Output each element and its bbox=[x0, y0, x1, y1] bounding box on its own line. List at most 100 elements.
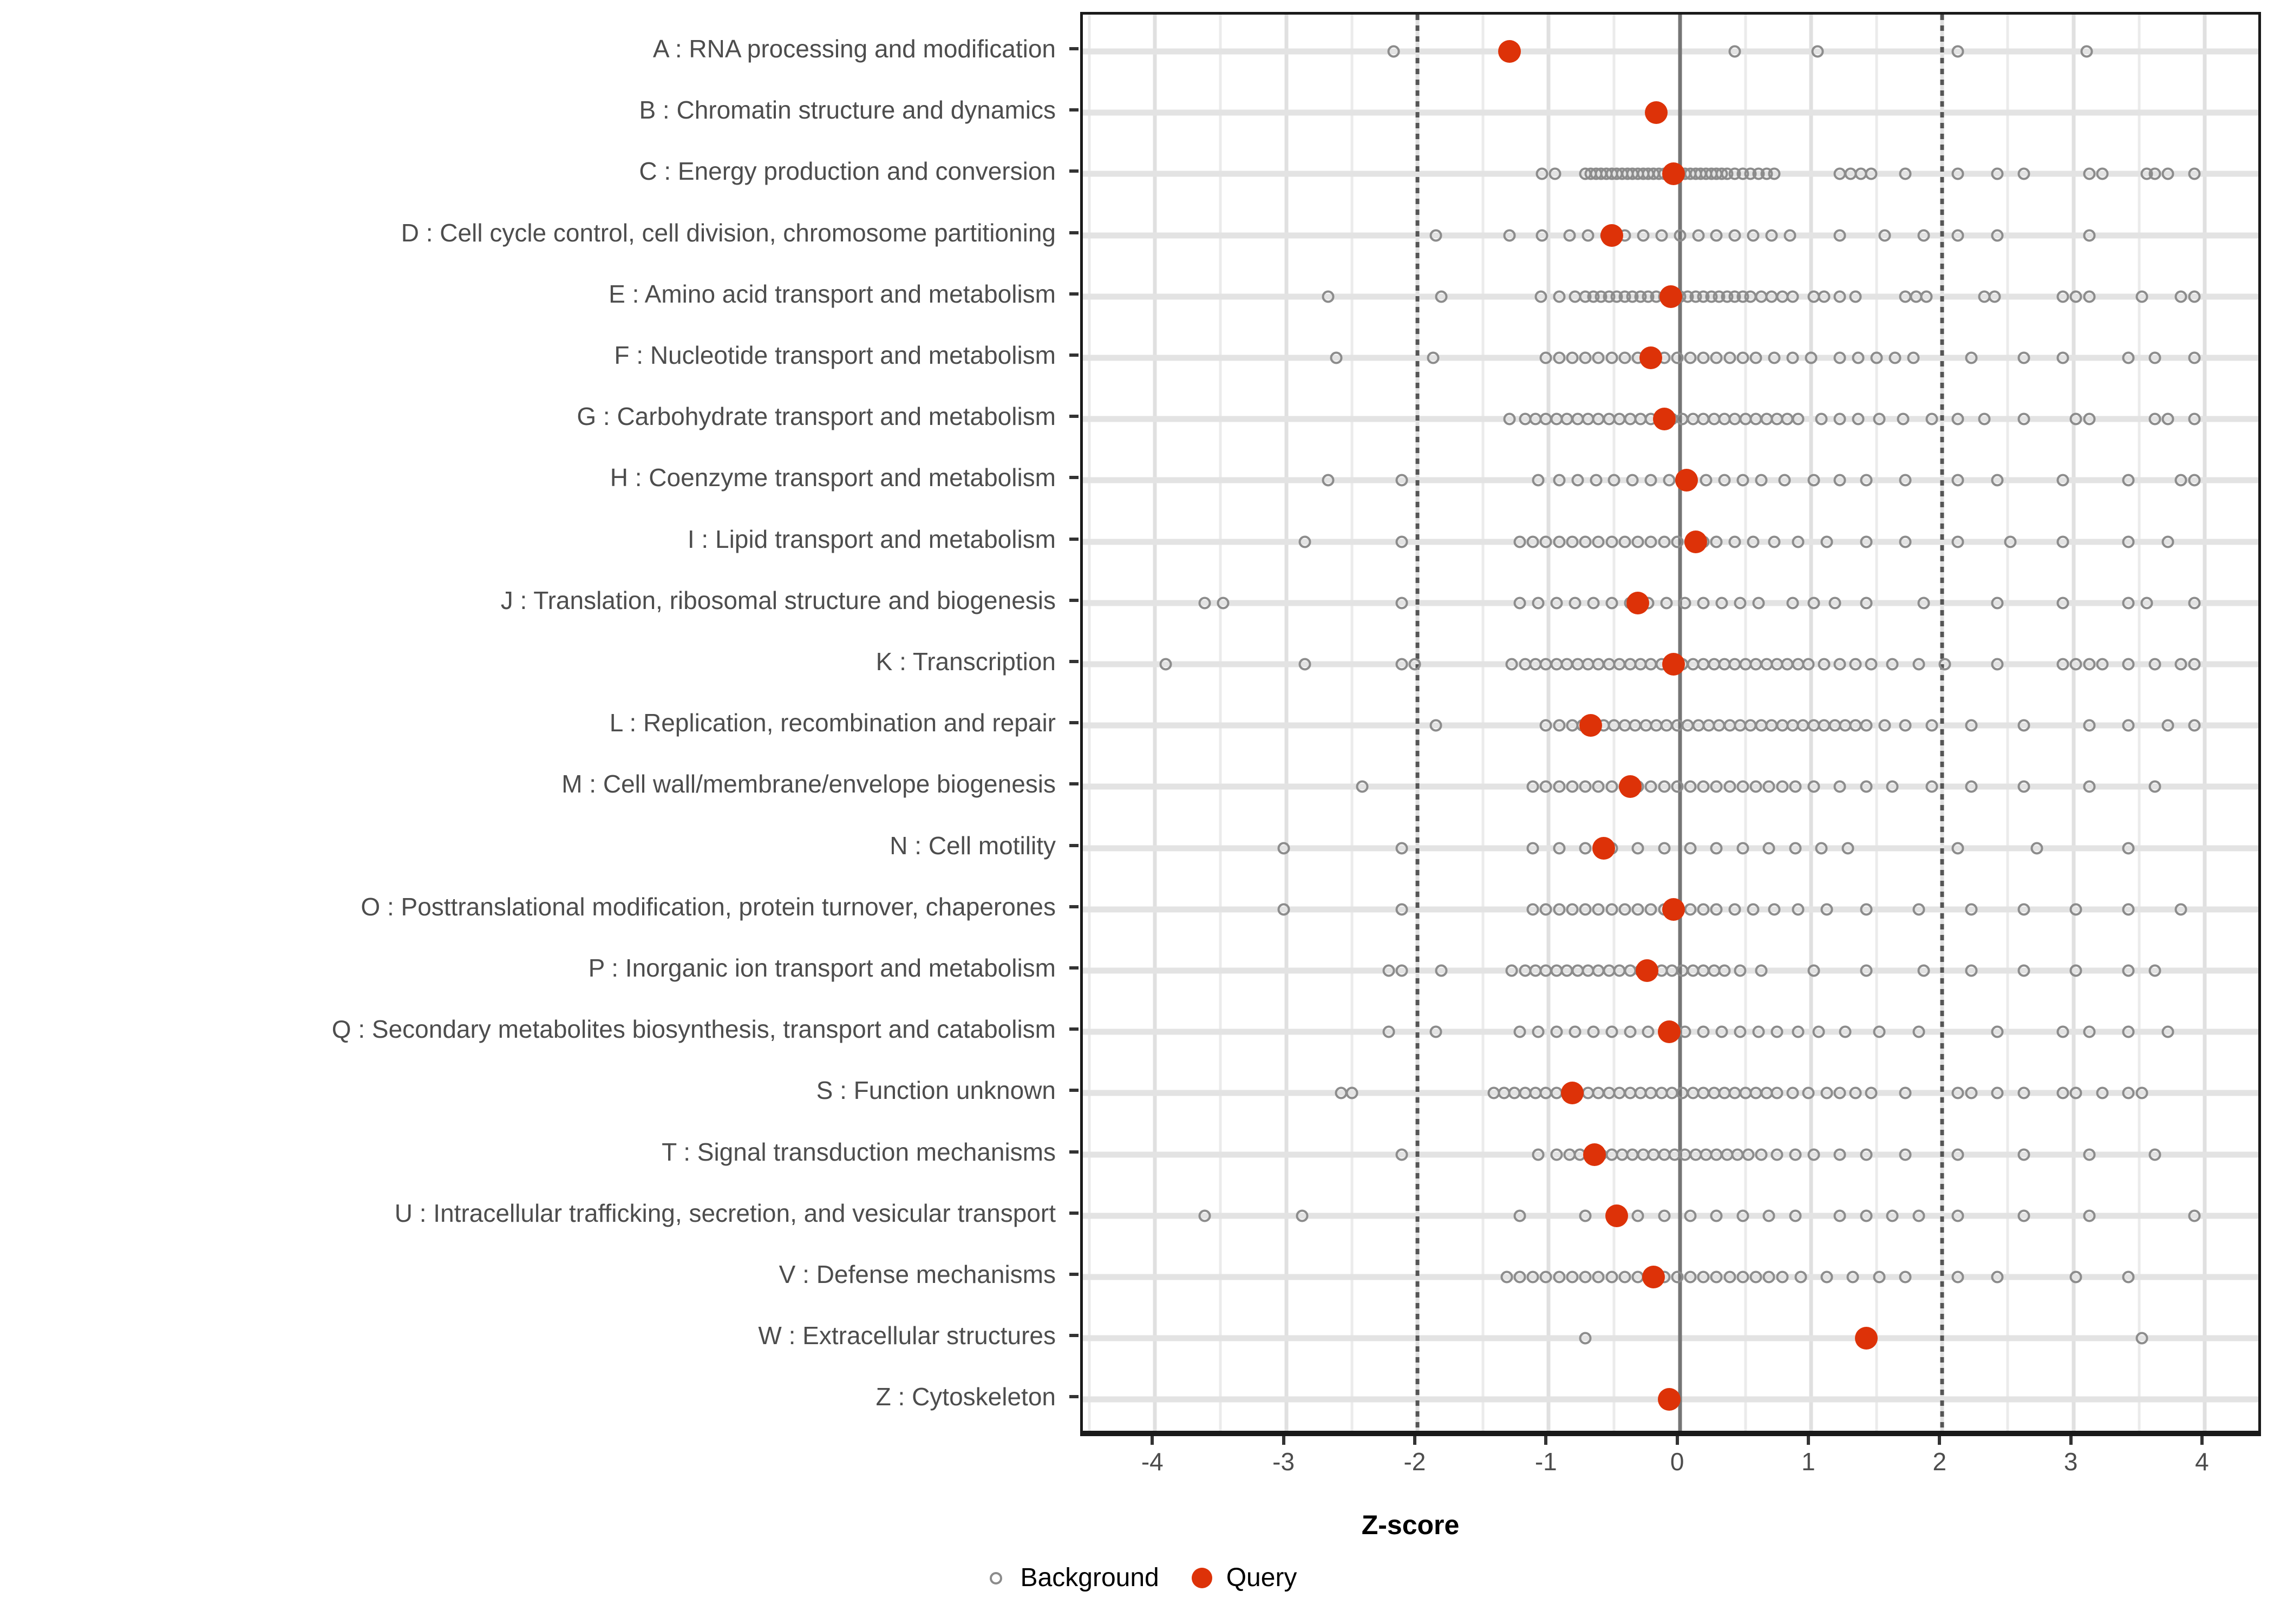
background-point bbox=[1550, 1025, 1563, 1038]
background-point bbox=[1778, 474, 1791, 487]
query-point bbox=[1644, 101, 1668, 125]
background-point bbox=[1789, 1148, 1802, 1161]
background-point bbox=[1965, 719, 1978, 732]
background-point bbox=[1951, 1209, 1964, 1222]
background-point bbox=[1762, 842, 1775, 855]
background-point bbox=[2017, 1209, 2030, 1222]
background-point bbox=[1951, 474, 1964, 487]
background-point bbox=[2188, 474, 2201, 487]
background-point bbox=[1644, 780, 1657, 793]
background-point bbox=[1395, 964, 1408, 977]
background-point bbox=[1728, 229, 1741, 242]
background-point bbox=[1734, 1025, 1747, 1038]
y-axis-label: G : Carbohydrate transport and metabolis… bbox=[577, 402, 1056, 431]
y-axis-label: S : Function unknown bbox=[816, 1076, 1056, 1105]
background-point bbox=[1860, 474, 1873, 487]
background-point bbox=[1697, 1025, 1710, 1038]
y-axis-tick bbox=[1069, 292, 1079, 296]
background-point bbox=[1752, 1025, 1765, 1038]
background-point bbox=[2122, 535, 2135, 548]
background-point bbox=[2056, 1025, 2069, 1038]
background-point bbox=[1684, 1209, 1697, 1222]
background-point bbox=[1907, 351, 1920, 364]
background-point bbox=[1736, 1271, 1749, 1284]
background-point bbox=[1770, 1086, 1783, 1099]
background-point bbox=[1789, 842, 1802, 855]
background-point bbox=[1811, 45, 1824, 58]
background-point bbox=[1684, 903, 1697, 916]
background-point bbox=[1631, 903, 1644, 916]
background-point bbox=[2122, 1025, 2135, 1038]
background-point bbox=[1728, 903, 1741, 916]
background-point bbox=[1513, 597, 1526, 610]
background-point bbox=[1684, 1271, 1697, 1284]
background-point bbox=[2122, 474, 2135, 487]
background-point bbox=[1951, 535, 1964, 548]
background-point bbox=[2083, 1025, 2096, 1038]
background-point bbox=[2017, 1086, 2030, 1099]
background-point bbox=[1833, 658, 1846, 671]
background-point bbox=[1870, 351, 1883, 364]
x-axis-tick-label: 0 bbox=[1670, 1448, 1684, 1476]
background-point bbox=[1747, 535, 1760, 548]
query-point bbox=[1659, 285, 1682, 308]
background-point bbox=[2188, 597, 2201, 610]
background-point bbox=[1860, 780, 1873, 793]
background-point bbox=[1658, 842, 1671, 855]
background-point bbox=[1991, 474, 2004, 487]
query-point bbox=[1658, 1388, 1681, 1411]
background-point bbox=[1631, 1209, 1644, 1222]
query-point bbox=[1626, 591, 1650, 614]
query-point bbox=[1854, 1327, 1878, 1350]
background-point bbox=[1747, 229, 1760, 242]
background-point bbox=[1762, 1271, 1775, 1284]
background-point bbox=[1356, 780, 1369, 793]
background-point bbox=[1605, 351, 1618, 364]
background-point bbox=[1755, 474, 1768, 487]
background-point bbox=[1723, 1271, 1736, 1284]
background-point bbox=[1807, 597, 1820, 610]
y-axis-tick bbox=[1069, 598, 1079, 602]
background-point bbox=[2122, 351, 2135, 364]
row-gridline bbox=[1083, 355, 2258, 361]
y-axis-label: Q : Secondary metabolites biosynthesis, … bbox=[331, 1015, 1056, 1044]
background-point bbox=[1886, 658, 1899, 671]
background-point bbox=[1671, 351, 1684, 364]
background-point bbox=[2122, 597, 2135, 610]
background-point bbox=[1925, 780, 1938, 793]
background-point bbox=[2122, 842, 2135, 855]
background-point bbox=[2188, 290, 2201, 303]
background-point bbox=[1815, 842, 1828, 855]
background-point bbox=[1579, 1209, 1592, 1222]
background-point bbox=[2122, 658, 2135, 671]
background-point bbox=[1395, 535, 1408, 548]
legend-item-query[interactable]: Query bbox=[1183, 1559, 1297, 1597]
legend: Background Query bbox=[0, 1559, 2274, 1597]
y-axis-label: K : Transcription bbox=[875, 647, 1056, 676]
background-point bbox=[1198, 597, 1211, 610]
legend-item-background[interactable]: Background bbox=[977, 1559, 1159, 1597]
background-point bbox=[1917, 597, 1930, 610]
x-axis-line bbox=[1080, 1432, 2261, 1436]
background-point bbox=[1710, 535, 1723, 548]
background-point bbox=[1789, 780, 1802, 793]
background-point bbox=[2069, 412, 2082, 425]
query-point bbox=[1662, 653, 1685, 676]
x-axis-tick bbox=[1675, 1436, 1679, 1445]
background-point bbox=[1277, 842, 1290, 855]
background-point bbox=[1382, 964, 1395, 977]
background-point bbox=[1590, 474, 1603, 487]
background-point bbox=[1912, 658, 1925, 671]
background-point bbox=[1684, 780, 1697, 793]
y-axis-label: O : Posttranslational modification, prot… bbox=[361, 892, 1056, 921]
background-point bbox=[1387, 45, 1400, 58]
y-axis-tick bbox=[1069, 1334, 1079, 1338]
background-point bbox=[1833, 351, 1846, 364]
background-point bbox=[1860, 535, 1873, 548]
x-axis-tick bbox=[1938, 1436, 1942, 1445]
x-axis-tick bbox=[1151, 1436, 1154, 1445]
background-point bbox=[1776, 1271, 1789, 1284]
background-point bbox=[1532, 597, 1545, 610]
background-point bbox=[1899, 167, 1912, 180]
